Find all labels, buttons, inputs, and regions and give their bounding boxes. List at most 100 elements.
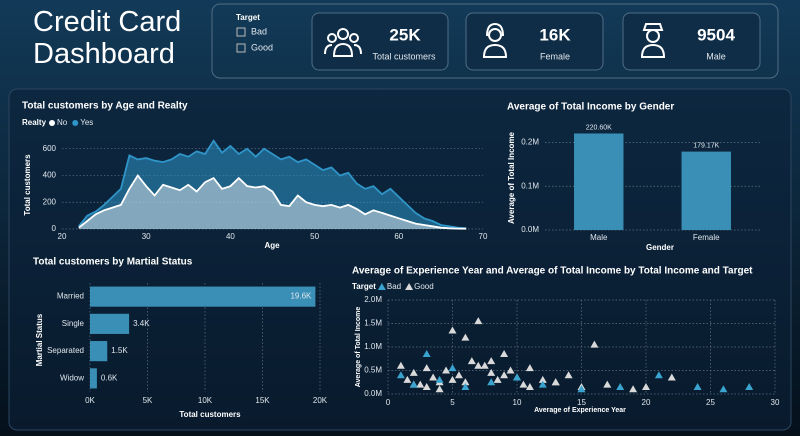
- point: [487, 368, 496, 376]
- x-tick-label: Male: [590, 233, 608, 242]
- x-tick-label: 10K: [198, 396, 213, 405]
- x-tick-label: 30: [771, 398, 780, 407]
- x-tick-label: 20: [642, 398, 651, 407]
- area-fill: [78, 140, 467, 229]
- point: [435, 385, 444, 393]
- point: [454, 371, 463, 379]
- legend-title: Realty: [22, 118, 47, 127]
- chart-title: Total customers by Martial Status: [33, 257, 193, 268]
- x-tick-label: 60: [394, 232, 403, 241]
- header-box: [211, 3, 779, 79]
- point: [448, 375, 457, 383]
- y-tick-label: 400: [43, 171, 57, 180]
- chart-title: Average of Total Income by Gender: [507, 102, 674, 113]
- data-label: 1.5K: [111, 346, 128, 355]
- point: [448, 326, 457, 334]
- legend-label: Bad: [387, 282, 401, 291]
- legend-marker: [405, 283, 414, 290]
- x-tick-label: 70: [479, 232, 488, 241]
- point: [467, 357, 476, 365]
- data-label: 0.6K: [101, 373, 118, 382]
- point: [487, 378, 496, 386]
- y-axis-title: Martial Status: [35, 313, 44, 366]
- legend-label: Good: [414, 282, 434, 291]
- kpi-card: [465, 12, 604, 71]
- legend-label: No: [57, 118, 68, 127]
- y-tick-label: 2.0M: [364, 295, 382, 304]
- icon-group: [324, 28, 362, 57]
- point: [500, 371, 509, 379]
- filter-title: Target: [236, 13, 260, 22]
- point: [416, 380, 425, 388]
- x-tick-label: 5: [450, 398, 455, 407]
- x-tick-label: 15K: [255, 396, 270, 405]
- point: [719, 385, 728, 393]
- bar: [90, 368, 97, 389]
- legend-label: Yes: [80, 118, 93, 127]
- kpi-value: 9504: [697, 25, 735, 44]
- legend-marker: [72, 120, 79, 126]
- bar: [90, 313, 130, 334]
- point: [429, 373, 438, 381]
- filter-option[interactable]: Good: [251, 42, 273, 52]
- x-tick-label: 10: [513, 398, 522, 407]
- point: [442, 366, 451, 374]
- point: [422, 350, 431, 358]
- kpi-label: Total customers: [372, 51, 436, 61]
- filter-option[interactable]: Bad: [251, 26, 267, 36]
- point: [474, 361, 483, 369]
- y-axis-title: Average of Total Income: [507, 131, 516, 224]
- y-tick-label: Single: [62, 319, 85, 328]
- point: [577, 385, 586, 393]
- kpi-value: 25K: [389, 25, 421, 44]
- point: [506, 366, 515, 374]
- y-tick-label: 0.0M: [364, 389, 382, 398]
- point: [403, 375, 412, 383]
- bar: [681, 151, 731, 230]
- legend-marker: [377, 283, 386, 290]
- x-axis-title: Average of Experience Year: [534, 407, 626, 414]
- point: [461, 378, 470, 386]
- checkbox[interactable]: [236, 43, 246, 53]
- point: [396, 361, 405, 369]
- point: [493, 375, 502, 383]
- y-tick-label: 0.1M: [521, 181, 539, 190]
- y-tick-label: 1.0M: [364, 342, 382, 351]
- y-tick-label: 200: [43, 197, 57, 206]
- x-tick-label: 5K: [143, 396, 153, 405]
- x-tick-label: 0: [386, 398, 391, 407]
- point: [538, 375, 547, 383]
- chart-title: Average of Experience Year and Average o…: [352, 266, 753, 277]
- x-tick-label: 40: [226, 232, 235, 241]
- data-label: 179.17K: [693, 142, 719, 149]
- point: [474, 317, 483, 325]
- y-tick-label: 600: [43, 144, 57, 153]
- data-label: 19.6K: [290, 292, 312, 301]
- kpi-value: 16K: [539, 25, 571, 44]
- point: [500, 350, 509, 358]
- checkbox[interactable]: [236, 27, 246, 37]
- x-tick-label: 25: [706, 398, 715, 407]
- x-axis-title: Gender: [646, 243, 674, 252]
- bar: [574, 133, 624, 230]
- chart-title: Total customers by Age and Realty: [22, 101, 188, 112]
- x-tick-label: 20K: [313, 396, 328, 405]
- point: [745, 382, 754, 390]
- point: [667, 373, 676, 381]
- kpi-label: Female: [540, 51, 570, 61]
- point: [654, 371, 663, 379]
- legend-marker: [49, 120, 56, 126]
- x-axis-title: Age: [264, 241, 280, 250]
- point: [616, 382, 625, 390]
- x-tick-label: 15: [577, 398, 586, 407]
- point: [693, 382, 702, 390]
- y-tick-label: 0.2M: [521, 138, 539, 147]
- point: [519, 380, 528, 388]
- x-tick-label: Female: [693, 233, 720, 242]
- point: [629, 385, 638, 393]
- y-tick-label: Married: [57, 292, 84, 301]
- point: [480, 361, 489, 369]
- y-tick-label: Widow: [60, 373, 84, 382]
- point: [564, 371, 573, 379]
